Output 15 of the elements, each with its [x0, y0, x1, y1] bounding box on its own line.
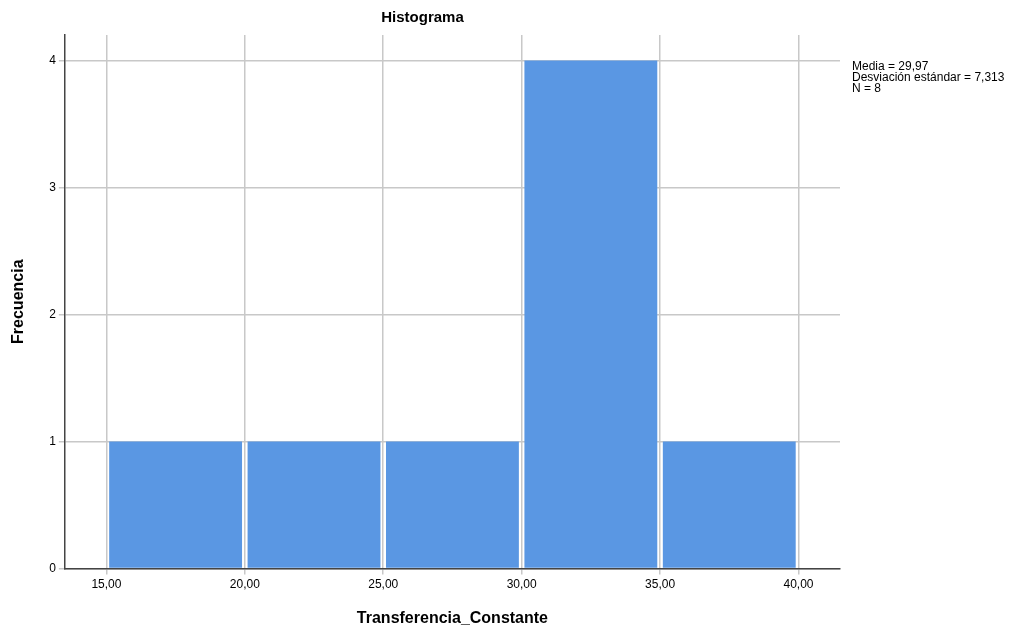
- y-tick-label: 4: [49, 52, 57, 67]
- x-tick-label: 15,00: [91, 576, 122, 591]
- x-tick-label: 25,00: [368, 576, 399, 591]
- y-tick-label: 0: [49, 560, 57, 575]
- y-tick-label: 2: [49, 306, 57, 321]
- x-tick-label: 40,00: [783, 576, 814, 591]
- text: N = 8: [852, 81, 882, 96]
- x-tick-label: 20,00: [229, 576, 261, 591]
- chart-title: Histograma: [381, 8, 465, 26]
- y-axis-title: Frecuencia: [9, 259, 27, 344]
- x-tick-label: 30,00: [506, 576, 537, 591]
- y-tick-label: 1: [49, 433, 57, 448]
- x-tick-label: 35,00: [645, 576, 676, 591]
- y-tick-label: 3: [49, 179, 57, 194]
- x-axis-title: Transferencia_Constante: [356, 608, 549, 626]
